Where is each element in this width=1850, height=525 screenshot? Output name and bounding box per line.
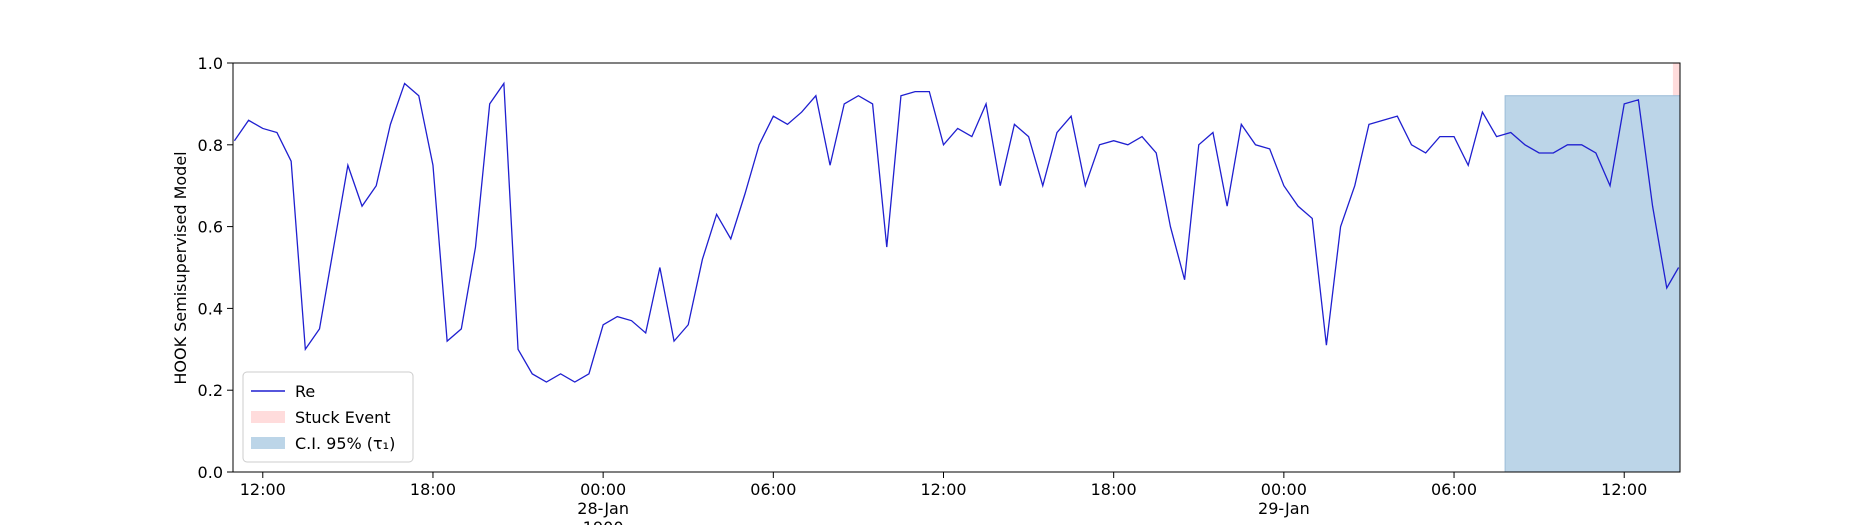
legend-label: C.I. 95% (τ₁) [295, 434, 395, 453]
x-tick-label: 18:00 [410, 480, 456, 499]
y-tick-label: 0.2 [198, 381, 223, 400]
legend: Re Stuck Event C.I. 95% (τ₁) [242, 371, 414, 463]
legend-swatch [251, 411, 285, 423]
x-tick-label: 18:00 [1091, 480, 1137, 499]
y-tick-label: 0.4 [198, 299, 223, 318]
span [1504, 95, 1681, 473]
y-axis-label: HOOK Semisupervised Model [171, 151, 190, 384]
y-tick-label: 0.0 [198, 463, 223, 482]
y-tick-label: 0.8 [198, 136, 223, 155]
y-tick-label: 0.6 [198, 218, 223, 237]
x-tick-label: 12:00 [1601, 480, 1647, 499]
legend-swatch [251, 437, 285, 449]
plot-frame [232, 62, 1681, 473]
x-tick-label: 12:00 [920, 480, 966, 499]
legend-box [242, 371, 414, 463]
x-tick-label: 00:00 29-Jan [1258, 480, 1310, 518]
legend-label: Stuck Event [295, 408, 391, 427]
y-tick-label: 1.0 [198, 54, 223, 73]
line [233, 81, 1680, 383]
x-tick-label: 06:00 [750, 480, 796, 499]
x-tick-label: 06:00 [1431, 480, 1477, 499]
legend-label: Re [295, 382, 315, 401]
x-tick-label: 12:00 [240, 480, 286, 499]
